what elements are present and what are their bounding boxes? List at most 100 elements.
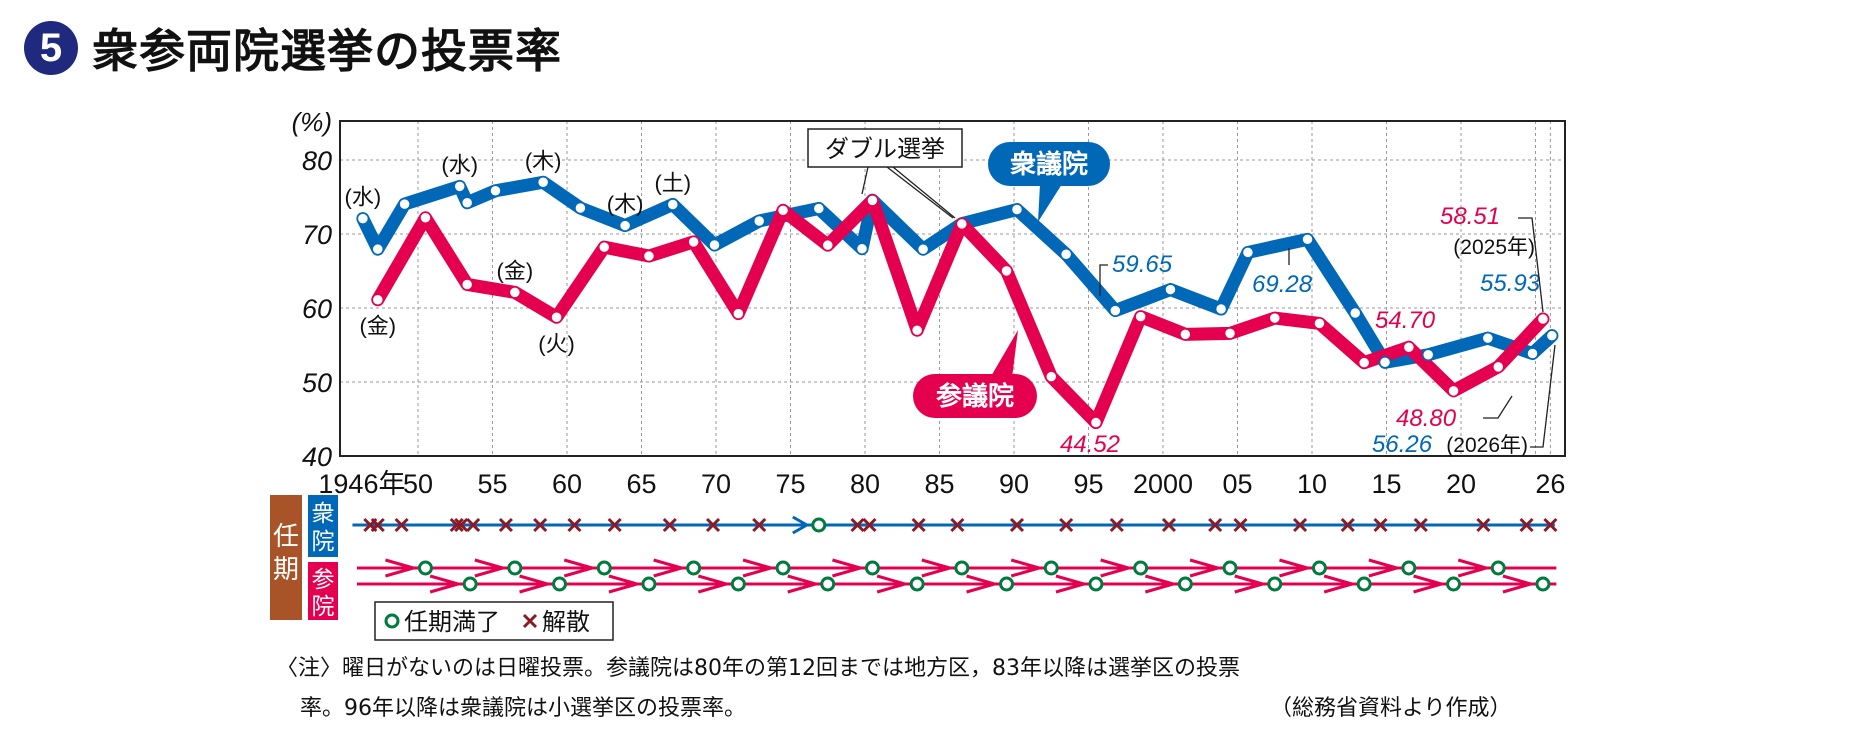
x-tick-label: 50 (403, 469, 433, 499)
x-tick-label: 95 (1073, 469, 1103, 499)
data-point-shugiin (453, 180, 466, 193)
shu-label-block (308, 495, 338, 557)
data-point-sangiin (508, 286, 522, 299)
data-point-sangiin (550, 311, 563, 324)
data-point-sangiin (1134, 310, 1147, 323)
dissolution-marker (911, 517, 926, 533)
x-tick-label: 05 (1222, 469, 1252, 499)
data-point-shugiin (1301, 233, 1314, 246)
x-tick-label: 26 (1535, 469, 1565, 499)
value-label: 58.51 (1440, 203, 1500, 230)
expiry-marker (1401, 560, 1417, 576)
x-tick-label: 90 (999, 469, 1029, 499)
term-arrow (653, 558, 688, 578)
san-label-char: 参 (312, 566, 335, 592)
legend-dissolution-icon (522, 613, 538, 629)
dissolution-marker (394, 517, 409, 533)
data-point-sangiin (1223, 327, 1237, 340)
data-point-sangiin (866, 194, 879, 207)
data-point-shugiin (1109, 304, 1122, 317)
data-point-sangiin (1045, 370, 1058, 383)
expiry-marker (1043, 560, 1059, 576)
data-point-shugiin (574, 201, 587, 215)
x-tick-label: 80 (850, 469, 880, 499)
data-point-sangiin (1089, 416, 1103, 429)
term-arrow (563, 558, 598, 578)
weekday-label: (水) (345, 185, 382, 210)
data-point-sangiin (1000, 264, 1013, 278)
data-point-sangiin (1357, 356, 1371, 369)
expiry-marker (1446, 576, 1462, 592)
expiry-marker (417, 560, 433, 576)
dissolution-marker (1109, 517, 1124, 533)
data-point-shugiin (666, 198, 680, 211)
dissolution-marker (607, 517, 622, 533)
note-line-1: 〈注〉曜日がないのは日曜投票。参議院は80年の第12回までは地方区，83年以降は… (276, 656, 1240, 681)
term-arrow (1100, 558, 1135, 578)
title-number-badge: 5 (24, 21, 78, 75)
year-2025-label: (2025年) (1453, 236, 1535, 259)
expiry-marker (811, 517, 827, 533)
data-point-sangiin (1536, 312, 1550, 326)
term-arrow (385, 558, 419, 578)
value-label: 69.28 (1252, 271, 1313, 298)
dissolution-marker (1161, 517, 1177, 533)
data-point-shugiin (708, 238, 721, 252)
shu-label-char: 院 (312, 528, 335, 554)
weekday-label: (木) (607, 192, 644, 217)
expiry-marker (1177, 576, 1193, 592)
y-tick-label: 80 (302, 146, 332, 176)
plot-frame (339, 120, 1566, 457)
expiry-marker (1133, 560, 1149, 576)
data-point-shugiin (460, 196, 474, 210)
data-point-shugiin (1348, 306, 1362, 320)
x-tick-label: 60 (552, 469, 582, 499)
dissolution-marker (950, 517, 965, 533)
x-tick-label: 65 (626, 469, 656, 499)
x-tick-label: 75 (775, 469, 805, 499)
data-point-shugiin (1241, 246, 1255, 259)
expiry-marker (1356, 576, 1372, 592)
expiry-marker (1311, 560, 1327, 576)
y-tick-label: 60 (302, 294, 332, 324)
term-arrow (608, 574, 643, 594)
dissolution-marker (1413, 517, 1428, 533)
data-point-sangiin (955, 217, 969, 231)
san-label-block (308, 562, 338, 620)
data-point-sangiin (687, 235, 700, 249)
data-point-shugiin (356, 212, 370, 225)
term-arrow (876, 574, 911, 594)
data-point-sangiin (1447, 384, 1460, 398)
dissolution-marker (1476, 517, 1491, 533)
data-point-shugiin (1164, 283, 1177, 296)
term-arrow (921, 558, 956, 578)
dissolution-marker (449, 517, 464, 533)
shu-label-char: 衆 (312, 500, 335, 526)
term-arrow (1234, 574, 1269, 594)
term-arrow (1279, 558, 1313, 578)
term-arrow (1413, 574, 1448, 594)
double-election-pointer (861, 166, 869, 195)
weekday-label: (金) (497, 258, 534, 283)
shugiin-pill-pointer (1038, 184, 1062, 222)
x-tick-label: 1946年 (318, 469, 405, 499)
expiry-marker (462, 576, 478, 592)
term-legend-box (374, 601, 614, 641)
term-arrow (697, 574, 732, 594)
expiry-marker (909, 576, 925, 592)
term-arrow (742, 558, 777, 578)
y-tick-label: 50 (302, 368, 332, 398)
dissolution-marker (1293, 517, 1308, 533)
term-arrow (1189, 558, 1224, 578)
x-tick-label: 15 (1371, 469, 1401, 499)
term-arrow (429, 574, 464, 594)
x-tick-label: 70 (701, 469, 731, 499)
data-point-shugiin (536, 176, 550, 189)
weekday-label: (水) (441, 152, 478, 177)
expiry-marker (954, 560, 970, 576)
value-label: 44.52 (1060, 431, 1120, 458)
dissolution-marker (662, 517, 677, 533)
x-tick-label: 20 (1446, 469, 1476, 499)
expiry-marker (864, 560, 880, 576)
